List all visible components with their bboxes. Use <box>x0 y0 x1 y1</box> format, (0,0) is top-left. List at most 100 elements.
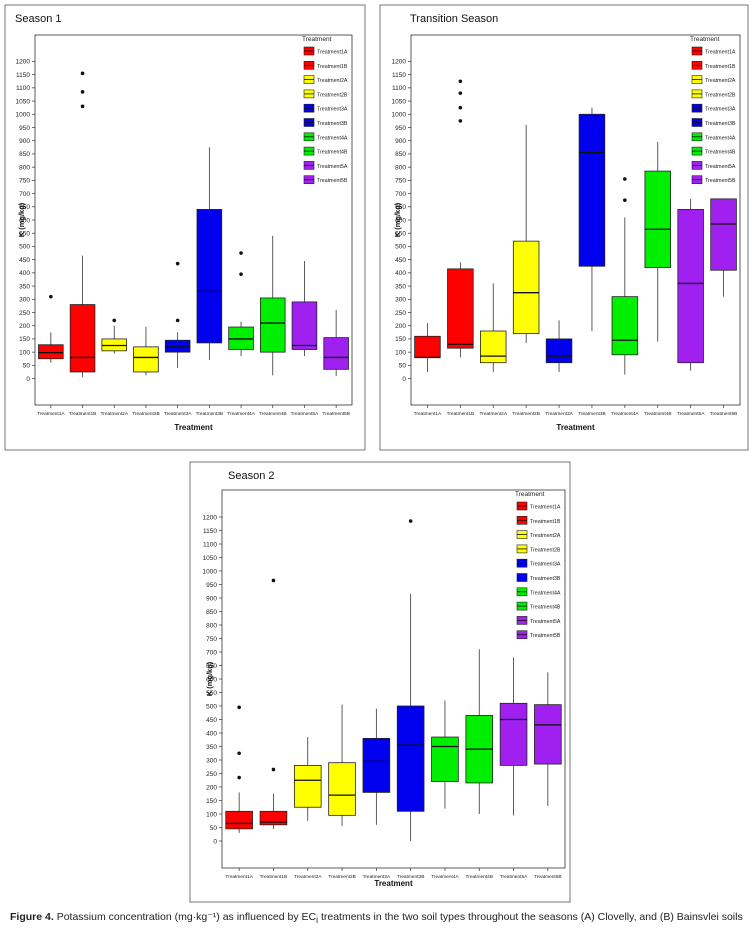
legend-label: Treatment5A <box>317 164 348 170</box>
x-tick-label: Treatment1A <box>225 874 253 880</box>
y-tick-label: 100 <box>19 349 30 356</box>
chart-title: Season 1 <box>15 13 61 25</box>
y-tick-label: 200 <box>206 784 217 791</box>
chart-title: Season 2 <box>228 470 274 482</box>
box-Treatment3A <box>545 338 573 364</box>
outlier-point <box>271 767 276 772</box>
y-tick-label: 1000 <box>16 112 31 119</box>
y-axis-label: K (mg/kg) <box>17 202 26 237</box>
legend-label: Treatment2A <box>705 78 736 84</box>
box-Treatment3B <box>396 705 425 812</box>
legend-label: Treatment3B <box>705 121 736 127</box>
y-tick-label: 1050 <box>203 555 218 562</box>
x-tick-label: Treatment4B <box>644 411 672 417</box>
box-Treatment1A <box>38 344 64 360</box>
y-tick-label: 1000 <box>203 568 218 575</box>
box-Treatment1B <box>447 268 474 349</box>
x-tick-label: Treatment2A <box>294 874 322 880</box>
box-Treatment3B <box>578 113 606 267</box>
box-Treatment1B <box>69 304 96 373</box>
outlier-point <box>112 318 117 323</box>
chart-panel-3: Season 2 0 50 100 150 200 250 300 350 400 450 500 55… <box>189 461 571 903</box>
legend-title: Treatment <box>302 36 332 43</box>
y-tick-label: 650 <box>206 663 217 670</box>
box-Treatment4A <box>431 736 459 782</box>
y-axis-label: K (mg/kg) <box>393 202 402 237</box>
y-tick-label: 850 <box>395 151 406 158</box>
y-tick-label: 1200 <box>16 59 31 66</box>
legend-label: Treatment2B <box>317 92 348 98</box>
legend-label: Treatment2B <box>705 92 736 98</box>
y-tick-label: 800 <box>206 622 217 629</box>
y-axis-label: K (mg/kg) <box>205 661 214 696</box>
box-Treatment2A <box>101 338 128 352</box>
x-tick-label: Treatment2B <box>328 874 356 880</box>
outlier-point <box>458 119 463 123</box>
y-tick-label: 1100 <box>203 541 217 548</box>
x-axis-label: Treatment <box>374 879 413 888</box>
x-tick-label: Treatment4B <box>465 874 493 880</box>
x-tick-label: Treatment3B <box>578 411 606 417</box>
y-tick-label: 700 <box>395 191 406 198</box>
outlier-point <box>239 272 243 276</box>
y-tick-label: 50 <box>23 363 31 370</box>
legend-label: Treatment3A <box>530 562 561 568</box>
outlier-point <box>458 105 463 110</box>
y-tick-label: 300 <box>395 297 406 304</box>
box-Treatment3A <box>362 738 391 793</box>
legend-label: Treatment4A <box>317 135 348 141</box>
y-tick-label: 900 <box>395 138 406 145</box>
box-Treatment5B <box>534 704 562 765</box>
y-tick-label: 300 <box>19 297 30 304</box>
y-tick-label: 350 <box>395 283 406 290</box>
x-tick-label: Treatment3A <box>164 411 192 417</box>
y-tick-label: 0 <box>26 376 30 383</box>
box-Treatment4A <box>611 296 639 356</box>
chart-panel-1: Season 1 0 50 100 150 200 250 300 350 400 450 500 55… <box>4 4 366 451</box>
y-tick-label: 400 <box>395 270 406 277</box>
x-tick-label: Treatment2B <box>132 411 160 417</box>
y-tick-label: 300 <box>206 757 217 764</box>
box-Treatment2A <box>293 765 322 808</box>
x-tick-label: Treatment3A <box>363 874 391 880</box>
legend-label: Treatment1B <box>705 64 736 70</box>
box-Treatment1A <box>414 335 441 358</box>
box-Treatment1B <box>259 810 288 826</box>
x-tick-label: Treatment1B <box>69 411 97 417</box>
y-tick-label: 200 <box>395 323 406 330</box>
outlier-point <box>237 705 241 710</box>
y-tick-label: 600 <box>395 217 406 224</box>
x-tick-label: Treatment1B <box>260 874 288 880</box>
outlier-point <box>271 578 276 583</box>
outlier-point <box>237 775 241 780</box>
outlier-point <box>80 71 85 76</box>
legend-title: Treatment <box>515 491 545 498</box>
legend-label: Treatment1B <box>530 519 561 525</box>
y-tick-label: 250 <box>206 771 217 778</box>
x-axis-label: Treatment <box>174 423 213 432</box>
chart-title: Transition Season <box>410 13 498 25</box>
y-tick-label: 350 <box>206 744 217 751</box>
y-tick-label: 750 <box>19 178 30 185</box>
legend-label: Treatment5A <box>705 164 736 170</box>
y-tick-label: 500 <box>206 703 217 710</box>
y-tick-label: 950 <box>206 582 217 589</box>
box-Treatment2B <box>133 346 159 373</box>
y-tick-label: 1100 <box>16 85 30 92</box>
box-Treatment4A <box>228 326 254 350</box>
y-tick-label: 1000 <box>392 112 407 119</box>
y-tick-label: 750 <box>206 636 217 643</box>
y-tick-label: 550 <box>395 231 406 238</box>
chart-panel-2: Transition Season 0 50 100 150 200 250 300 350 40… <box>379 4 749 451</box>
box-Treatment5A <box>677 209 704 364</box>
outlier-point <box>623 177 627 181</box>
caption-text: Potassium concentration (mg·kg⁻¹) as inf… <box>56 911 317 923</box>
box-Treatment2A <box>480 330 507 364</box>
x-tick-label: Treatment5B <box>322 411 350 417</box>
outlier-point <box>237 751 241 756</box>
x-tick-label: Treatment2A <box>100 411 128 417</box>
y-tick-label: 750 <box>395 178 406 185</box>
y-tick-label: 900 <box>206 595 217 602</box>
x-tick-label: Treatment1A <box>37 411 65 417</box>
